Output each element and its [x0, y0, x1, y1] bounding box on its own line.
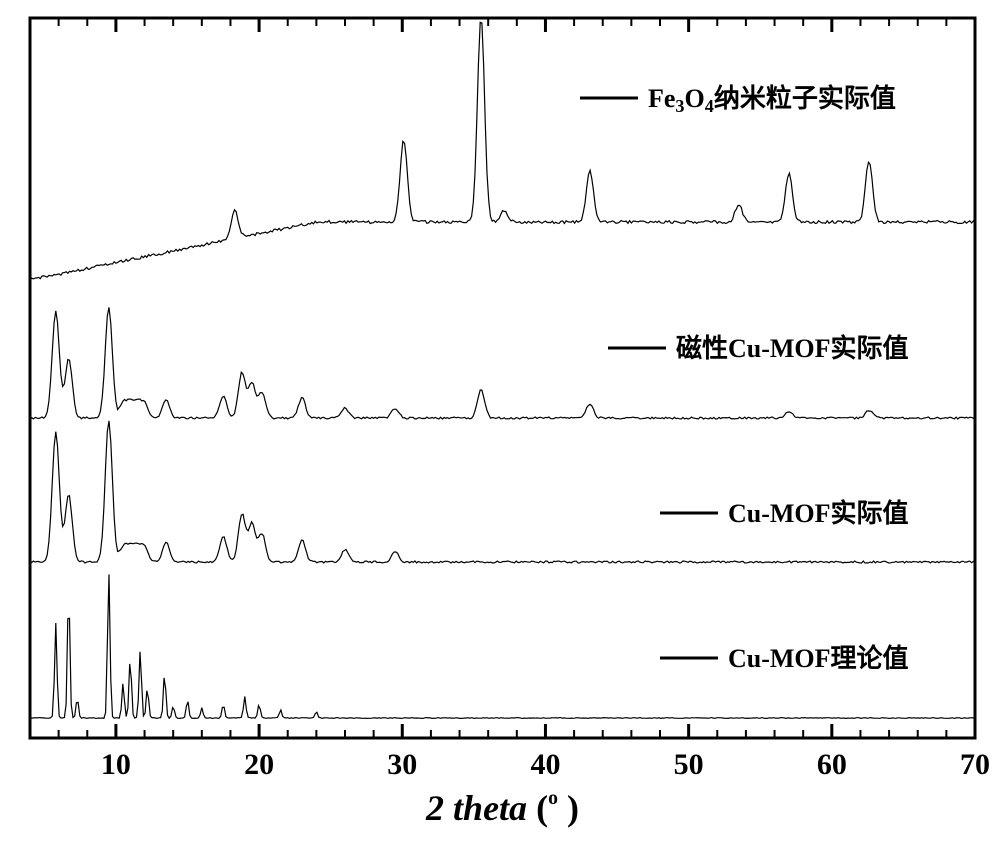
legend-label-magnetic-cu-mof: 磁性Cu-MOF实际值	[676, 333, 909, 363]
x-tick-label: 20	[244, 748, 274, 781]
chart-svg: 10 20 30 40 50 60 70 2 theta (o ) Fe3O4纳米粒子实际值磁性…	[0, 0, 1000, 853]
plot-group	[30, 22, 975, 718]
x-tick-label: 10	[101, 748, 131, 781]
x-tick-label: 50	[674, 748, 704, 781]
plot-border	[30, 18, 975, 738]
legend-label-cu-mof-theory: Cu-MOF理论值	[728, 644, 909, 673]
x-tick-label: 70	[960, 748, 990, 781]
xrd-chart: 10 20 30 40 50 60 70 2 theta (o ) Fe3O4纳米粒子实际值磁性…	[0, 0, 1000, 853]
xrd-pattern-fe3o4	[30, 22, 975, 279]
legend-label-cu-mof-actual: Cu-MOF实际值	[728, 498, 909, 528]
x-tick-label: 30	[387, 748, 417, 781]
legend-label-fe3o4: Fe3O4纳米粒子实际值	[648, 83, 896, 116]
xrd-pattern-magnetic-cu-mof	[30, 307, 975, 419]
x-tick-label: 40	[530, 748, 560, 781]
xrd-pattern-cu-mof-actual	[30, 421, 975, 563]
x-axis-label: 2 theta (o )	[425, 787, 579, 828]
x-tick-label: 60	[817, 748, 847, 781]
